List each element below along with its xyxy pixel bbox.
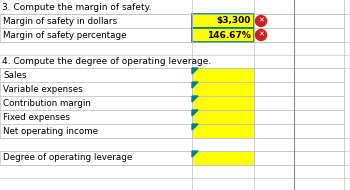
Bar — [294, 96, 344, 110]
Bar — [0, 110, 192, 124]
Text: $3,300: $3,300 — [217, 17, 251, 25]
Text: Sales: Sales — [3, 70, 27, 79]
Circle shape — [256, 16, 266, 26]
Bar — [192, 14, 254, 28]
Bar — [0, 82, 192, 96]
Bar — [254, 68, 294, 82]
Bar — [0, 124, 192, 138]
Bar — [192, 82, 254, 96]
Text: Degree of operating leverage: Degree of operating leverage — [3, 154, 132, 162]
Text: 3. Compute the margin of safety.: 3. Compute the margin of safety. — [2, 3, 152, 12]
Bar — [254, 124, 294, 138]
Bar — [294, 110, 344, 124]
Text: Variable expenses: Variable expenses — [3, 85, 83, 93]
Bar — [254, 82, 294, 96]
Bar — [0, 28, 192, 42]
Bar — [192, 110, 254, 124]
Bar — [254, 110, 294, 124]
Polygon shape — [192, 82, 198, 88]
Text: Margin of safety in dollars: Margin of safety in dollars — [3, 17, 117, 25]
Bar — [0, 151, 192, 165]
Text: 146.67%: 146.67% — [207, 31, 251, 40]
Text: Fixed expenses: Fixed expenses — [3, 112, 70, 121]
Bar — [0, 14, 192, 28]
Text: ✕: ✕ — [258, 18, 264, 24]
Polygon shape — [192, 68, 198, 74]
Text: Net operating income: Net operating income — [3, 127, 98, 135]
Circle shape — [256, 29, 266, 40]
Bar — [294, 82, 344, 96]
Bar — [294, 28, 344, 42]
Bar — [294, 14, 344, 28]
Polygon shape — [192, 110, 198, 116]
Bar — [192, 96, 254, 110]
Polygon shape — [192, 96, 198, 102]
Bar — [0, 96, 192, 110]
Text: Margin of safety percentage: Margin of safety percentage — [3, 31, 126, 40]
Bar — [254, 96, 294, 110]
Bar — [254, 28, 294, 42]
Text: ✕: ✕ — [258, 32, 264, 38]
Bar — [294, 124, 344, 138]
Bar — [192, 28, 254, 42]
Polygon shape — [192, 151, 198, 157]
Text: Contribution margin: Contribution margin — [3, 98, 91, 108]
Bar — [192, 68, 254, 82]
Bar — [192, 151, 254, 165]
Bar — [192, 124, 254, 138]
Bar — [254, 151, 294, 165]
Bar — [0, 68, 192, 82]
Bar — [294, 68, 344, 82]
Bar — [254, 14, 294, 28]
Bar — [294, 151, 344, 165]
Text: 4. Compute the degree of operating leverage.: 4. Compute the degree of operating lever… — [2, 57, 211, 66]
Polygon shape — [192, 124, 198, 130]
